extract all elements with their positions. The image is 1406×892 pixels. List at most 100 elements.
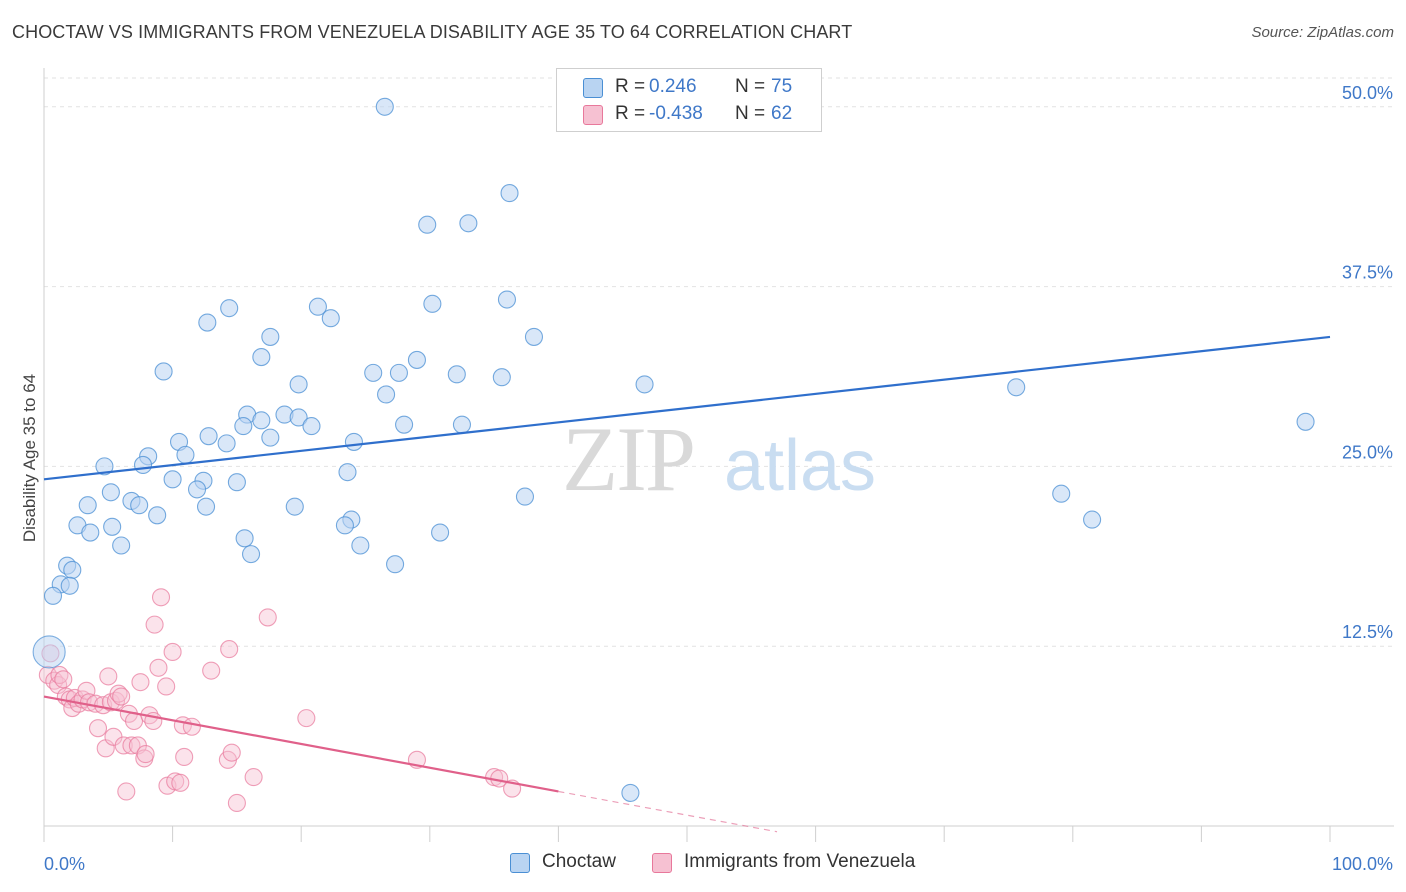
legend-n-label: N = <box>735 76 766 97</box>
y-tick-label: 50.0% <box>1342 83 1393 103</box>
axis-layer <box>43 68 1394 842</box>
point-venezuela <box>297 709 316 728</box>
source-label: Source: ZipAtlas.com <box>1251 24 1394 41</box>
point-choctaw <box>344 432 363 451</box>
point-venezuela <box>244 768 263 787</box>
bottom-legend-label-venezuela: Immigrants from Venezuela <box>684 851 916 872</box>
point-venezuela <box>202 661 221 680</box>
point-venezuela <box>163 642 182 661</box>
point-choctaw <box>176 445 195 464</box>
point-venezuela <box>136 745 155 764</box>
point-venezuela <box>145 615 164 634</box>
point-choctaw <box>112 536 131 555</box>
point-choctaw <box>101 483 120 502</box>
point-choctaw <box>227 473 246 492</box>
point-choctaw <box>375 97 394 116</box>
point-choctaw <box>217 434 236 453</box>
point-choctaw <box>364 363 383 382</box>
point-choctaw <box>198 313 217 332</box>
point-choctaw-cluster <box>32 635 66 669</box>
legend-r-label: R = <box>615 103 646 124</box>
point-venezuela <box>151 588 171 607</box>
point-choctaw <box>1296 412 1315 431</box>
y-tick-label: 12.5% <box>1342 622 1393 642</box>
point-choctaw <box>321 309 340 328</box>
point-choctaw <box>377 385 396 404</box>
point-choctaw <box>252 411 271 430</box>
point-choctaw <box>492 368 511 387</box>
point-venezuela <box>157 677 176 696</box>
point-choctaw <box>395 415 414 434</box>
point-choctaw <box>285 497 304 516</box>
legend-r-value-choctaw: 0.246 <box>649 76 697 97</box>
point-choctaw <box>78 496 97 515</box>
point-choctaw <box>418 215 437 234</box>
point-choctaw <box>63 560 82 580</box>
point-venezuela <box>227 793 246 813</box>
point-choctaw <box>133 455 153 474</box>
point-choctaw <box>431 523 450 542</box>
chart-title: CHOCTAW VS IMMIGRANTS FROM VENEZUELA DIS… <box>12 22 853 42</box>
point-choctaw <box>60 576 79 595</box>
point-venezuela <box>222 743 241 762</box>
point-choctaw <box>635 375 654 394</box>
x-tick-label-max: 100.0% <box>1332 854 1393 874</box>
bottom-legend-label-choctaw: Choctaw <box>542 851 616 872</box>
point-venezuela <box>88 719 108 738</box>
point-choctaw <box>261 428 280 447</box>
point-choctaw <box>335 516 354 535</box>
watermark-zip: ZIP <box>562 408 694 510</box>
x-tick-label-min: 0.0% <box>44 854 85 874</box>
point-choctaw <box>196 497 216 516</box>
point-choctaw <box>234 417 253 436</box>
point-choctaw <box>423 294 442 313</box>
point-choctaw <box>447 365 466 384</box>
points-layer <box>32 97 1315 813</box>
watermark: ZIP atlas <box>562 408 876 510</box>
legend-n-value-venezuela: 62 <box>771 103 793 124</box>
point-venezuela <box>175 747 194 767</box>
point-choctaw <box>1007 378 1026 397</box>
point-choctaw <box>81 523 100 542</box>
point-choctaw <box>241 545 261 564</box>
point-venezuela <box>182 717 201 736</box>
point-venezuela <box>117 782 136 801</box>
point-choctaw <box>459 214 478 233</box>
tick-labels: 12.5% 25.0% 37.5% 50.0% 0.0% 100.0% <box>44 83 1393 874</box>
legend-n-value-choctaw: 75 <box>771 76 793 97</box>
legend-swatch-venezuela <box>583 105 603 125</box>
point-choctaw <box>302 417 321 436</box>
point-choctaw <box>500 184 519 203</box>
point-choctaw <box>43 586 63 605</box>
point-choctaw <box>1083 510 1102 529</box>
point-choctaw <box>199 427 218 446</box>
point-choctaw <box>289 375 308 394</box>
point-choctaw <box>1052 484 1071 503</box>
y-tick-label: 37.5% <box>1342 263 1393 283</box>
point-choctaw <box>407 350 426 369</box>
point-choctaw <box>351 536 370 555</box>
point-venezuela <box>109 684 128 703</box>
point-venezuela <box>122 736 141 755</box>
legend-swatch-choctaw <box>583 78 603 98</box>
point-choctaw <box>148 506 167 525</box>
legend-r-label: R = <box>615 76 646 97</box>
legend-r-value-venezuela: -0.438 <box>649 103 703 124</box>
point-venezuela <box>114 736 133 755</box>
point-choctaw <box>103 517 122 536</box>
correlation-legend: R = 0.246 N = 75 R = -0.438 N = 62 <box>556 68 822 132</box>
point-choctaw <box>389 363 408 382</box>
bottom-legend-swatch-venezuela <box>652 853 672 873</box>
point-choctaw <box>261 327 280 346</box>
point-choctaw <box>338 463 357 482</box>
point-venezuela <box>77 681 96 700</box>
point-choctaw <box>163 470 182 489</box>
point-choctaw <box>386 555 405 574</box>
point-choctaw <box>187 480 207 499</box>
point-choctaw <box>235 529 254 548</box>
point-venezuela <box>149 658 168 677</box>
point-choctaw <box>524 327 544 346</box>
watermark-atlas: atlas <box>724 426 876 506</box>
point-choctaw <box>515 487 535 506</box>
point-venezuela <box>220 640 239 659</box>
